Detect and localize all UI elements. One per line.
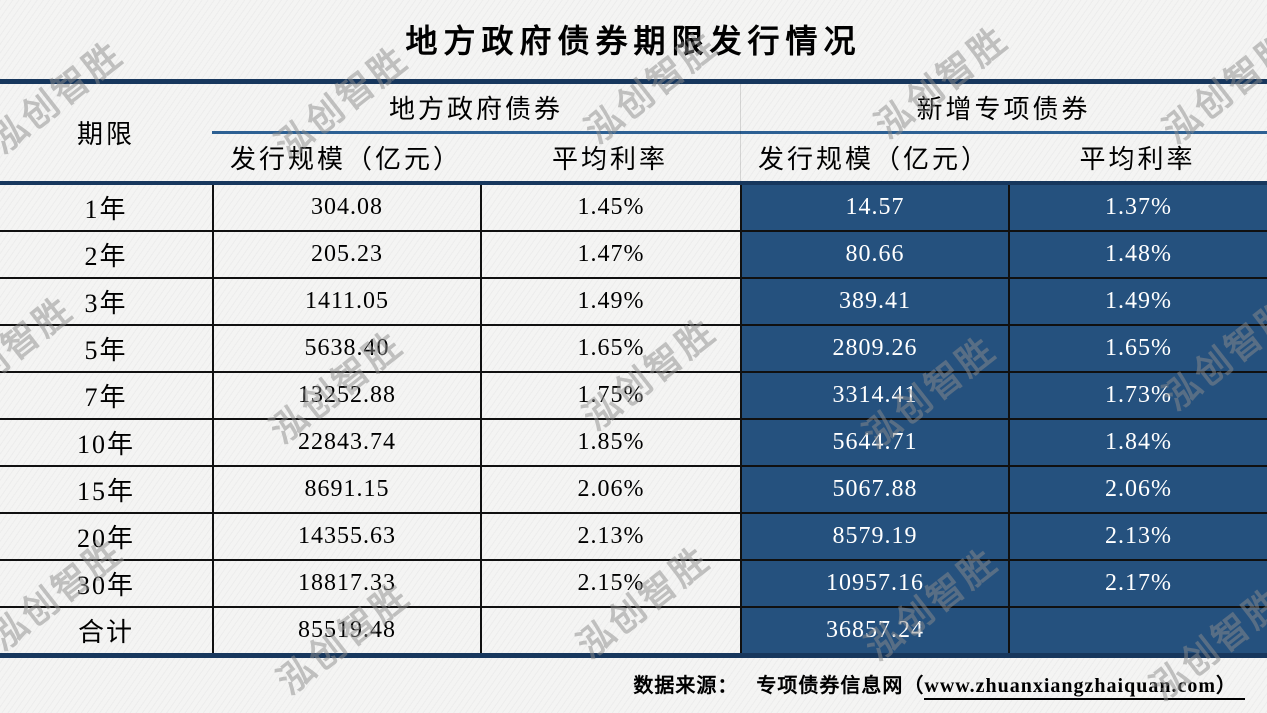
cell-term: 5年: [84, 336, 128, 365]
table-body: 1年 304.08 1.45% 14.57 1.37% 2年 205.23 1.…: [0, 185, 1267, 653]
cell-lg-rate: 1.85%: [480, 420, 740, 465]
cell-lg-rate: 1.65%: [480, 326, 740, 371]
cell-lg-rate: [480, 608, 740, 653]
cell-term: 10年: [76, 430, 135, 459]
cell-term: 1年: [84, 195, 128, 224]
table-row: 7年 13252.88 1.75% 3314.41 1.73%: [0, 373, 1267, 420]
header-sp-rate: 平均利率: [1079, 145, 1196, 174]
cell-sp-scale: 2809.26: [740, 326, 1008, 371]
cell-sp-scale: 3314.41: [740, 373, 1008, 418]
table-row: 20年 14355.63 2.13% 8579.19 2.13%: [0, 514, 1267, 561]
source-label: 数据来源：: [633, 675, 739, 697]
cell-lg-scale: 13252.88: [212, 373, 480, 418]
source-site-name: 专项债券信息网（: [756, 675, 925, 697]
cell-lg-rate: 2.06%: [480, 467, 740, 512]
cell-lg-rate: 1.47%: [480, 232, 740, 277]
cell-term: 合计: [77, 618, 134, 647]
cell-lg-scale: 85519.48: [212, 608, 480, 653]
cell-lg-rate: 1.75%: [480, 373, 740, 418]
cell-sp-rate: 2.13%: [1008, 514, 1267, 559]
header-term: 期限: [76, 120, 135, 149]
table-row: 合计 85519.48 36857.24: [0, 608, 1267, 653]
cell-term: 15年: [76, 477, 135, 506]
page-title: 地方政府债券期限发行情况: [405, 23, 862, 59]
cell-lg-rate: 2.13%: [480, 514, 740, 559]
cell-sp-scale: 14.57: [740, 185, 1008, 230]
cell-sp-scale: 10957.16: [740, 561, 1008, 606]
table-header: 期限 地方政府债券 新增专项债券 发行规模（亿元） 平均利率 发行规模（亿元） …: [0, 84, 1267, 185]
cell-term: 2年: [84, 242, 128, 271]
cell-sp-rate: 1.84%: [1008, 420, 1267, 465]
cell-sp-scale: 80.66: [740, 232, 1008, 277]
header-lg-scale: 发行规模（亿元）: [229, 145, 462, 174]
source-close-paren: ）: [1216, 675, 1237, 697]
cell-sp-rate: 2.17%: [1008, 561, 1267, 606]
header-lg-rate: 平均利率: [551, 145, 668, 174]
cell-sp-rate: 1.48%: [1008, 232, 1267, 277]
cell-term: 3年: [84, 289, 128, 318]
cell-sp-rate: 1.65%: [1008, 326, 1267, 371]
header-group-new-special-bonds: 新增专项债券: [740, 84, 1267, 134]
cell-sp-rate: 1.73%: [1008, 373, 1267, 418]
cell-sp-scale: 5067.88: [740, 467, 1008, 512]
cell-term: 7年: [84, 383, 128, 412]
cell-lg-scale: 1411.05: [212, 279, 480, 324]
cell-lg-scale: 22843.74: [212, 420, 480, 465]
cell-lg-scale: 205.23: [212, 232, 480, 277]
data-source-line: 数据来源： 专项债券信息网（www.zhuanxiangzhaiquan.com）: [633, 669, 1245, 700]
cell-term: 20年: [76, 524, 135, 553]
cell-lg-scale: 5638.40: [212, 326, 480, 371]
cell-sp-scale: 389.41: [740, 279, 1008, 324]
table-row: 5年 5638.40 1.65% 2809.26 1.65%: [0, 326, 1267, 373]
cell-sp-rate: 1.49%: [1008, 279, 1267, 324]
cell-lg-scale: 18817.33: [212, 561, 480, 606]
bond-maturity-table: 期限 地方政府债券 新增专项债券 发行规模（亿元） 平均利率 发行规模（亿元） …: [0, 79, 1267, 658]
cell-lg-scale: 8691.15: [212, 467, 480, 512]
table-row: 30年 18817.33 2.15% 10957.16 2.17%: [0, 561, 1267, 608]
cell-lg-rate: 1.49%: [480, 279, 740, 324]
cell-term: 30年: [76, 571, 135, 600]
cell-lg-scale: 14355.63: [212, 514, 480, 559]
cell-lg-scale: 304.08: [212, 185, 480, 230]
cell-sp-scale: 36857.24: [740, 608, 1008, 653]
cell-sp-scale: 8579.19: [740, 514, 1008, 559]
source-url: www.zhuanxiangzhaiquan.com: [924, 675, 1216, 697]
table-row: 2年 205.23 1.47% 80.66 1.48%: [0, 232, 1267, 279]
cell-sp-rate: [1008, 608, 1267, 653]
cell-sp-rate: 1.37%: [1008, 185, 1267, 230]
cell-lg-rate: 2.15%: [480, 561, 740, 606]
table-row: 3年 1411.05 1.49% 389.41 1.49%: [0, 279, 1267, 326]
table-row: 15年 8691.15 2.06% 5067.88 2.06%: [0, 467, 1267, 514]
table-row: 1年 304.08 1.45% 14.57 1.37%: [0, 185, 1267, 232]
table-row: 10年 22843.74 1.85% 5644.71 1.84%: [0, 420, 1267, 467]
cell-sp-scale: 5644.71: [740, 420, 1008, 465]
header-group-local-gov-bonds: 地方政府债券: [212, 84, 740, 134]
header-sp-scale: 发行规模（亿元）: [757, 145, 990, 174]
cell-sp-rate: 2.06%: [1008, 467, 1267, 512]
cell-lg-rate: 1.45%: [480, 185, 740, 230]
